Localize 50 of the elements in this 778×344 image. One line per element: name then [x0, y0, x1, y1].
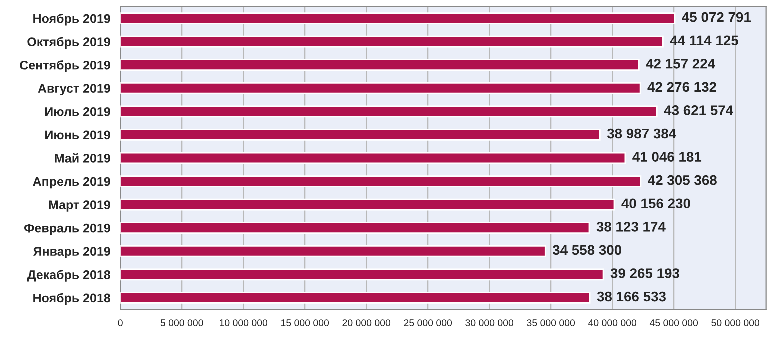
y-tick-label: Ноябрь 2018 — [34, 293, 110, 306]
data-label: 41 046 181 — [632, 152, 702, 162]
bar — [120, 198, 616, 211]
bar — [120, 152, 626, 164]
x-tick-label: 10 000 000 — [220, 320, 268, 326]
bar — [120, 12, 676, 24]
bar — [120, 129, 601, 141]
y-tick-label: Ноябрь 2019 — [34, 14, 110, 26]
y-tick-label: Сентябрь 2019 — [20, 60, 110, 72]
bar — [120, 222, 590, 234]
y-tick-label: Декабрь 2018 — [27, 270, 110, 282]
bar — [120, 82, 642, 94]
data-label: 45 072 791 — [682, 12, 752, 22]
bar — [120, 292, 591, 304]
x-tick-label: 15 000 000 — [282, 320, 330, 326]
data-label: 34 558 300 — [552, 245, 622, 256]
x-tick-label: 30 000 000 — [466, 320, 514, 326]
x-tick-label: 20 000 000 — [342, 320, 391, 326]
bar — [120, 176, 642, 188]
y-tick-label: Июль 2019 — [45, 107, 110, 116]
x-tick-label: 0 — [118, 320, 123, 326]
y-tick-label: Февраль 2019 — [24, 224, 110, 236]
x-tick-label: 25 000 000 — [404, 320, 452, 326]
data-label: 44 114 125 — [670, 36, 738, 46]
data-label: 42 305 368 — [648, 175, 717, 186]
data-label: 42 157 224 — [646, 58, 716, 69]
bar — [120, 245, 546, 258]
data-label: 38 166 533 — [597, 292, 666, 302]
x-tick-label: 45 000 000 — [650, 320, 698, 326]
data-label: 39 265 193 — [610, 268, 680, 278]
y-tick-label: Март 2019 — [49, 200, 110, 212]
y-tick-label: Май 2019 — [55, 153, 110, 163]
data-label: 43 621 574 — [664, 106, 734, 116]
data-label: 40 156 230 — [622, 198, 690, 209]
data-label: 38 123 174 — [596, 222, 666, 232]
data-label: 38 987 384 — [607, 128, 677, 139]
data-label: 42 276 132 — [648, 82, 716, 92]
y-tick-label: Январь 2019 — [33, 247, 110, 259]
x-tick-label: 40 000 000 — [588, 320, 637, 326]
bar — [120, 36, 664, 48]
y-tick-label: Октябрь 2019 — [28, 37, 110, 49]
x-tick-label: 35 000 000 — [527, 320, 576, 326]
bar — [120, 268, 604, 281]
y-tick-label: Август 2019 — [38, 84, 110, 96]
x-tick-label: 50 000 000 — [712, 320, 760, 326]
y-tick-label: Июнь 2019 — [46, 130, 110, 140]
x-tick-label: 5 000 000 — [160, 320, 204, 326]
y-tick-label: Апрель 2019 — [33, 177, 110, 189]
bar — [120, 59, 640, 72]
bar — [120, 106, 658, 118]
